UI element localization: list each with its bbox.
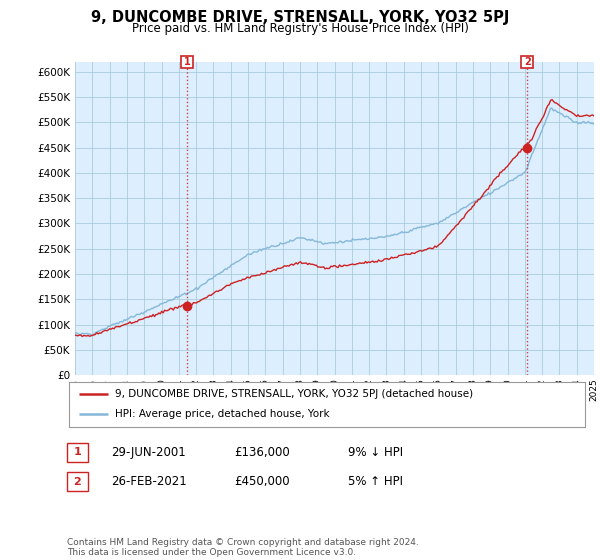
Text: 29-JUN-2001: 29-JUN-2001 xyxy=(111,446,186,459)
Text: £136,000: £136,000 xyxy=(234,446,290,459)
Text: 5% ↑ HPI: 5% ↑ HPI xyxy=(348,475,403,488)
Text: Contains HM Land Registry data © Crown copyright and database right 2024.
This d: Contains HM Land Registry data © Crown c… xyxy=(67,538,419,557)
Text: HPI: Average price, detached house, York: HPI: Average price, detached house, York xyxy=(115,409,330,419)
Text: 9% ↓ HPI: 9% ↓ HPI xyxy=(348,446,403,459)
Text: 26-FEB-2021: 26-FEB-2021 xyxy=(111,475,187,488)
Text: 2: 2 xyxy=(524,57,531,67)
Text: £450,000: £450,000 xyxy=(234,475,290,488)
Text: 9, DUNCOMBE DRIVE, STRENSALL, YORK, YO32 5PJ: 9, DUNCOMBE DRIVE, STRENSALL, YORK, YO32… xyxy=(91,10,509,25)
Text: 1: 1 xyxy=(74,447,81,458)
Text: Price paid vs. HM Land Registry's House Price Index (HPI): Price paid vs. HM Land Registry's House … xyxy=(131,22,469,35)
Text: 1: 1 xyxy=(184,57,191,67)
Text: 2: 2 xyxy=(74,477,81,487)
Text: 9, DUNCOMBE DRIVE, STRENSALL, YORK, YO32 5PJ (detached house): 9, DUNCOMBE DRIVE, STRENSALL, YORK, YO32… xyxy=(115,389,473,399)
